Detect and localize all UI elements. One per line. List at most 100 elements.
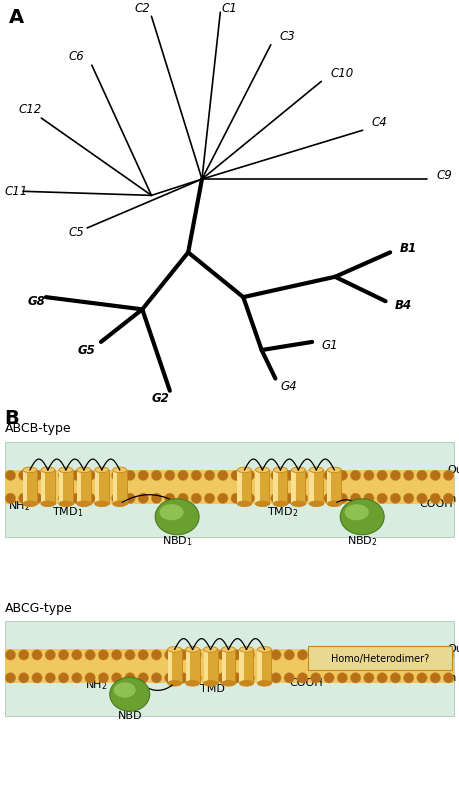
Circle shape — [284, 470, 294, 480]
Ellipse shape — [23, 467, 37, 472]
Text: C2: C2 — [134, 2, 150, 15]
Circle shape — [138, 470, 148, 480]
Circle shape — [377, 673, 387, 683]
Circle shape — [443, 650, 454, 660]
Circle shape — [85, 650, 95, 660]
Circle shape — [191, 650, 202, 660]
Circle shape — [443, 470, 454, 480]
Text: In: In — [447, 673, 458, 683]
Circle shape — [204, 493, 215, 504]
Bar — [59, 470, 73, 504]
Circle shape — [417, 470, 427, 480]
Circle shape — [125, 493, 135, 504]
Circle shape — [244, 650, 255, 660]
Ellipse shape — [59, 467, 73, 472]
Circle shape — [403, 650, 414, 660]
Bar — [5, 470, 454, 504]
Circle shape — [218, 673, 228, 683]
Text: B4: B4 — [395, 299, 412, 312]
Circle shape — [244, 673, 255, 683]
Ellipse shape — [327, 501, 341, 507]
Circle shape — [257, 470, 268, 480]
Circle shape — [231, 673, 241, 683]
Circle shape — [364, 493, 374, 504]
Bar — [257, 650, 262, 683]
Circle shape — [98, 650, 109, 660]
Circle shape — [178, 650, 188, 660]
Ellipse shape — [240, 680, 253, 686]
Circle shape — [204, 673, 215, 683]
Circle shape — [165, 470, 175, 480]
Text: B1: B1 — [399, 242, 416, 255]
Circle shape — [191, 470, 202, 480]
Circle shape — [364, 650, 374, 660]
Text: G8: G8 — [28, 295, 45, 308]
Bar — [77, 470, 91, 504]
Circle shape — [178, 493, 188, 504]
Ellipse shape — [203, 646, 218, 652]
Circle shape — [257, 673, 268, 683]
Circle shape — [18, 493, 29, 504]
Ellipse shape — [257, 680, 271, 686]
Circle shape — [271, 673, 281, 683]
Ellipse shape — [77, 467, 91, 472]
Bar — [5, 621, 454, 717]
Text: ABCG-type: ABCG-type — [5, 601, 73, 614]
Circle shape — [417, 493, 427, 504]
Bar — [309, 470, 313, 504]
Text: C12: C12 — [18, 103, 42, 116]
Bar — [95, 470, 109, 504]
Circle shape — [138, 493, 148, 504]
Circle shape — [178, 673, 188, 683]
Circle shape — [430, 673, 441, 683]
Ellipse shape — [160, 505, 184, 521]
Text: NH$_2$: NH$_2$ — [85, 679, 107, 692]
Ellipse shape — [168, 680, 182, 686]
Circle shape — [311, 493, 321, 504]
Circle shape — [45, 650, 56, 660]
Ellipse shape — [110, 677, 150, 711]
Circle shape — [430, 470, 441, 480]
Text: C4: C4 — [372, 115, 387, 129]
FancyBboxPatch shape — [308, 646, 452, 671]
Text: C10: C10 — [330, 67, 354, 80]
Bar — [41, 470, 55, 504]
Circle shape — [390, 673, 401, 683]
Circle shape — [151, 493, 162, 504]
Circle shape — [350, 673, 361, 683]
Ellipse shape — [222, 646, 235, 652]
Text: C9: C9 — [436, 168, 452, 181]
Circle shape — [443, 493, 454, 504]
Circle shape — [244, 493, 255, 504]
Ellipse shape — [155, 499, 199, 534]
Circle shape — [284, 650, 294, 660]
Circle shape — [58, 470, 69, 480]
Bar — [77, 470, 81, 504]
Circle shape — [151, 650, 162, 660]
Circle shape — [350, 493, 361, 504]
Circle shape — [297, 650, 308, 660]
Circle shape — [58, 673, 69, 683]
Text: C6: C6 — [69, 51, 84, 64]
Circle shape — [32, 493, 42, 504]
Circle shape — [98, 470, 109, 480]
Circle shape — [311, 470, 321, 480]
Circle shape — [72, 650, 82, 660]
Ellipse shape — [41, 467, 55, 472]
Circle shape — [257, 493, 268, 504]
Circle shape — [218, 470, 228, 480]
Ellipse shape — [113, 467, 127, 472]
Ellipse shape — [222, 680, 235, 686]
Circle shape — [311, 673, 321, 683]
Bar — [327, 470, 341, 504]
Text: COOH: COOH — [289, 679, 323, 688]
Ellipse shape — [77, 501, 91, 507]
Circle shape — [403, 470, 414, 480]
Circle shape — [18, 650, 29, 660]
Bar — [5, 650, 454, 683]
Bar — [257, 650, 271, 683]
Bar — [237, 470, 242, 504]
Circle shape — [390, 493, 401, 504]
Circle shape — [112, 650, 122, 660]
Circle shape — [324, 673, 334, 683]
